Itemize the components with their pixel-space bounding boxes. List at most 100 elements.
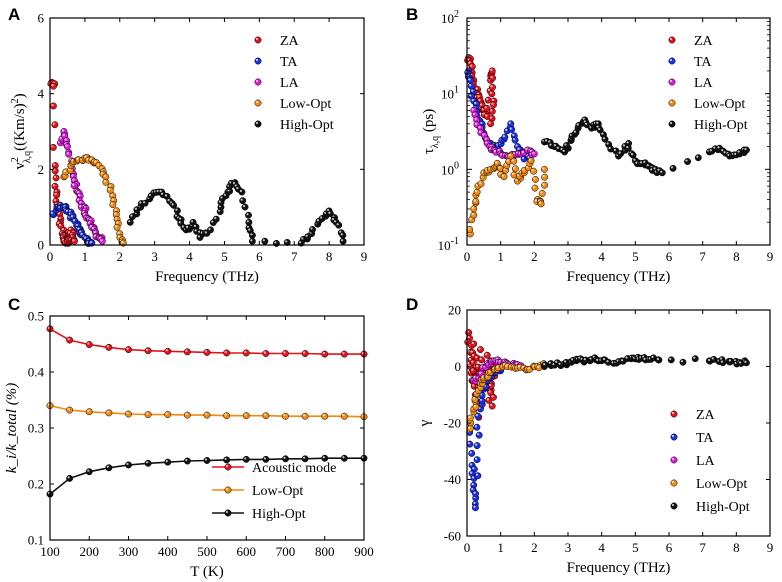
series-acoustic-mode (46, 325, 368, 358)
data-point-highlight (159, 189, 162, 193)
data-point-highlight (504, 163, 507, 166)
data-point-highlight (693, 356, 696, 359)
data-point-highlight (660, 170, 663, 173)
data-point (473, 188, 481, 196)
data-point-highlight (564, 143, 567, 146)
panel-label-a: A (8, 5, 20, 24)
data-point (478, 356, 486, 364)
data-point-highlight (305, 234, 308, 237)
data-point-highlight (707, 358, 711, 362)
y-axis-label: v2λ,q((Km/s)2) (10, 93, 33, 169)
data-point (239, 197, 247, 205)
data-point (282, 412, 289, 420)
legend-marker (670, 456, 678, 464)
data-point-highlight (165, 412, 168, 415)
data-point (70, 237, 78, 245)
data-point-highlight (596, 121, 599, 124)
data-point-highlight (485, 114, 488, 117)
x-tick-label: 1 (497, 249, 504, 264)
data-point-highlight (548, 361, 551, 364)
data-point-highlight (498, 360, 501, 363)
data-point-highlight (484, 137, 487, 140)
data-point-highlight (139, 201, 142, 204)
data-point-highlight (106, 465, 109, 468)
data-point-highlight (340, 239, 344, 242)
data-point-highlight (608, 146, 611, 150)
data-point-highlight (57, 221, 60, 224)
x-tick-label: 0 (47, 249, 54, 264)
data-point (483, 351, 491, 359)
data-point (501, 133, 509, 141)
data-point (340, 412, 348, 420)
data-point-highlight (77, 227, 80, 230)
data-point-highlight (478, 347, 481, 350)
data-point-highlight (505, 128, 508, 131)
data-point-highlight (79, 201, 82, 204)
y-tick-label: -60 (444, 529, 461, 544)
data-point-highlight (340, 233, 343, 236)
legend-marker-highlight (225, 464, 229, 468)
data-point (655, 356, 663, 364)
data-point-highlight (493, 150, 496, 153)
data-point-highlight (542, 167, 545, 170)
data-point-highlight (521, 150, 524, 153)
data-point (511, 165, 519, 173)
x-tick-label: 3 (151, 249, 158, 264)
data-point (488, 402, 496, 410)
data-point-highlight (114, 212, 117, 215)
data-point-highlight (146, 461, 149, 464)
data-point-highlight (100, 172, 104, 175)
series-high-opt (540, 353, 750, 370)
data-point (339, 231, 347, 239)
data-point-highlight (531, 169, 534, 172)
data-point-highlight (263, 351, 266, 354)
data-point-highlight (63, 169, 66, 173)
data-point (541, 173, 549, 181)
y-axis-label-main: τ (421, 148, 437, 154)
data-point-highlight (606, 360, 609, 363)
data-point-highlight (174, 214, 178, 217)
data-point-highlight (93, 234, 97, 237)
y-tick-label: -20 (444, 416, 461, 431)
data-point (203, 348, 211, 356)
legend-marker-highlight (255, 58, 259, 62)
y-tick-label: 0.2 (28, 477, 44, 492)
data-point (335, 221, 343, 229)
data-point (488, 90, 496, 98)
data-point-highlight (737, 150, 740, 153)
legend-marker-highlight (669, 37, 673, 41)
data-point-highlight (78, 194, 81, 197)
legend-c: Acoustic mode Low-Opt High-Opt (212, 461, 336, 522)
data-point-highlight (246, 213, 249, 216)
data-point-highlight (478, 126, 481, 129)
y-axis-label-sub: λ,q (430, 136, 441, 148)
y-axis-label-part: v (12, 162, 28, 170)
data-point (183, 411, 191, 419)
data-point-highlight (468, 358, 472, 361)
data-point-highlight (103, 180, 106, 183)
data-point-highlight (224, 413, 227, 416)
data-point-highlight (656, 357, 660, 361)
data-point-highlight (495, 161, 498, 164)
data-point-highlight (472, 397, 476, 400)
legend-label: Low-Opt (696, 477, 747, 492)
data-point-highlight (331, 217, 334, 221)
data-point (472, 198, 480, 205)
data-point (262, 350, 270, 357)
data-point-highlight (283, 414, 286, 417)
series-za (47, 78, 78, 247)
data-point (694, 154, 702, 162)
data-point-highlight (65, 209, 69, 212)
data-point-highlight (274, 241, 277, 244)
data-point-highlight (728, 359, 731, 362)
legend-marker-highlight (255, 100, 259, 104)
data-point-highlight (601, 132, 604, 135)
data-point-highlight (283, 456, 286, 459)
data-point-highlight (556, 146, 559, 149)
x-tick-label: 7 (699, 540, 706, 555)
data-point-highlight (501, 174, 505, 177)
legend-marker-highlight (671, 480, 675, 484)
data-point-highlight (517, 147, 520, 150)
data-point-highlight (114, 225, 118, 228)
data-point-highlight (114, 217, 118, 220)
